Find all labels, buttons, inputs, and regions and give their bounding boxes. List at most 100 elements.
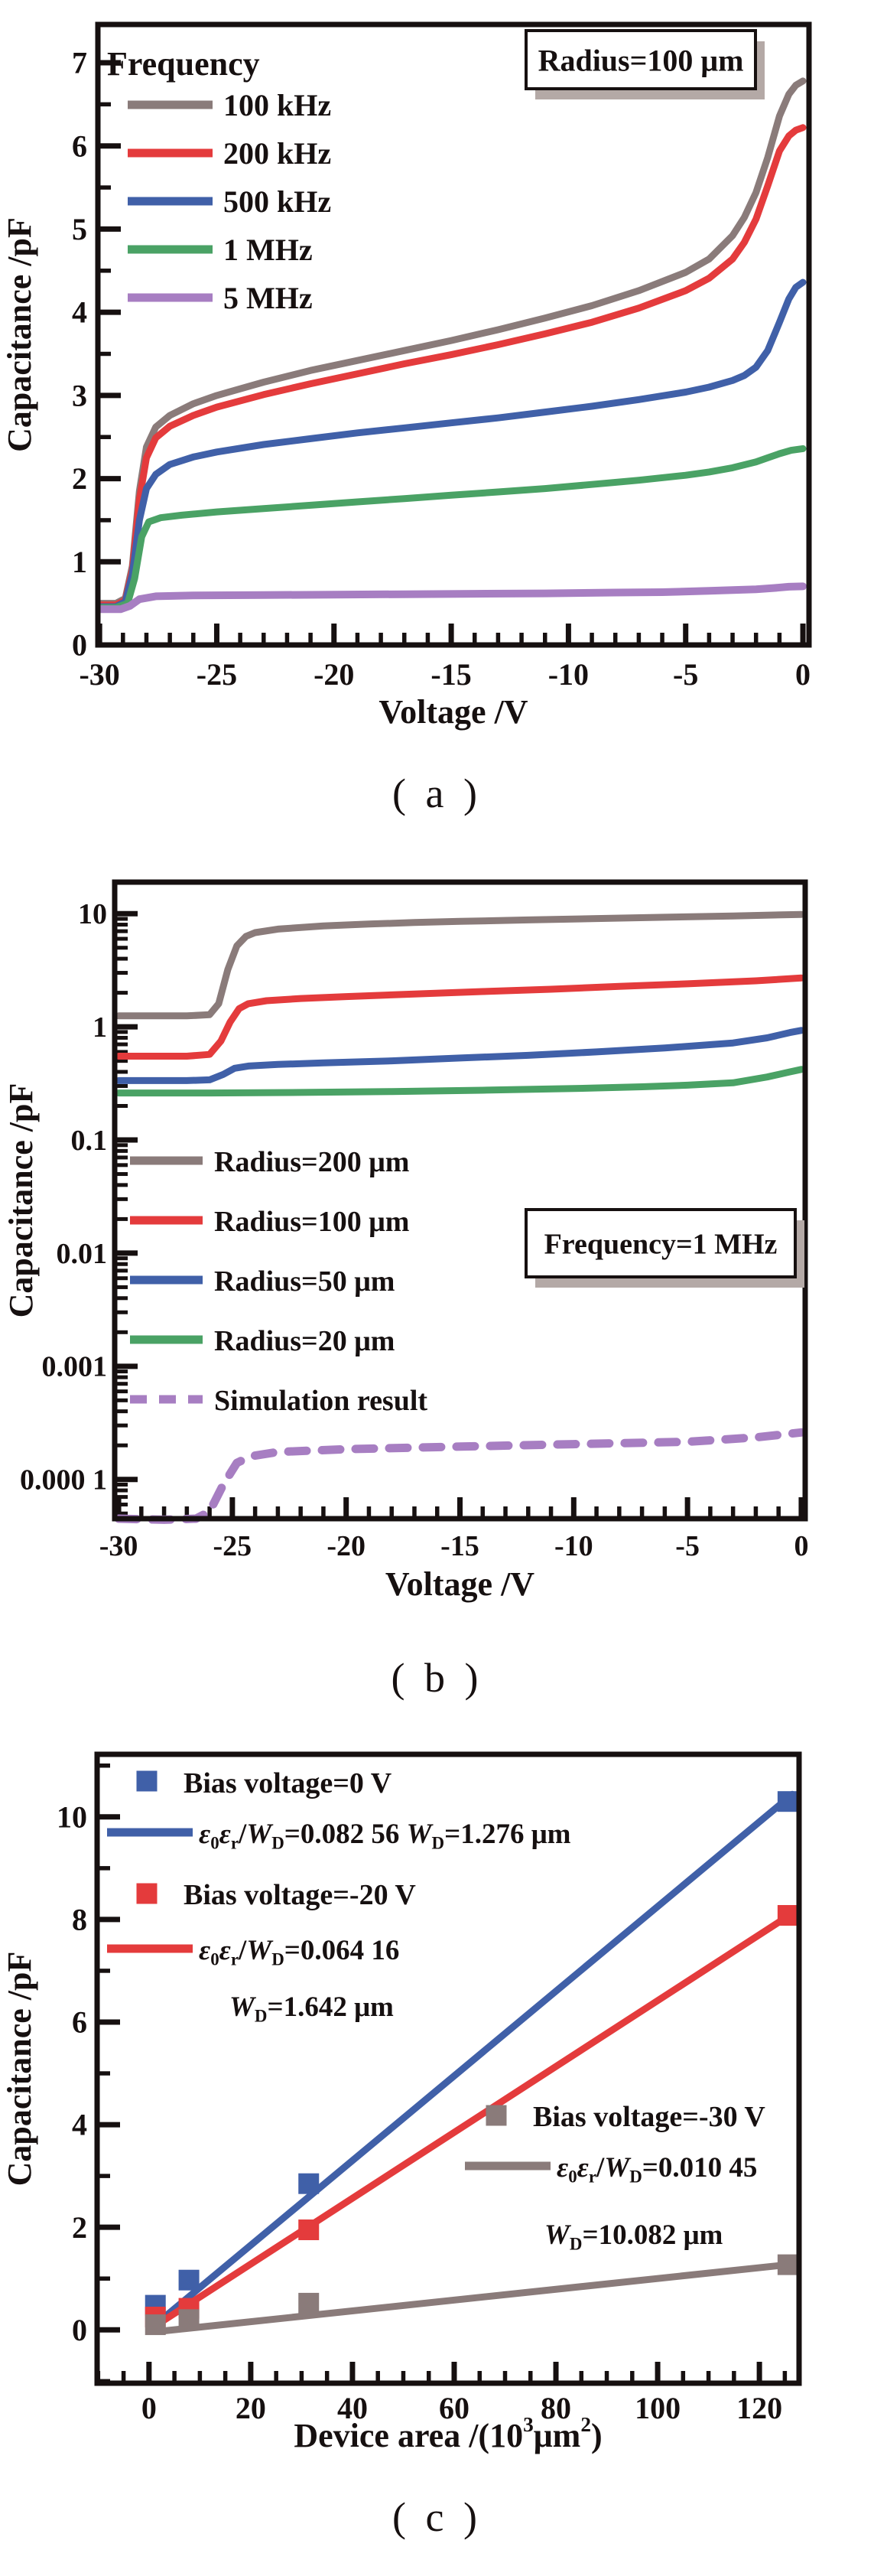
x-tick-label: -15 — [440, 1530, 479, 1562]
caption-a: ( a ) — [392, 770, 482, 816]
y-tick-label: 7 — [72, 46, 87, 80]
y-tick-label: 0.01 — [57, 1238, 108, 1270]
annotation-box: Radius=100 μm — [525, 29, 765, 99]
y-tick-label: 0 — [72, 2313, 87, 2347]
chart-c-capacitance-vs-device-area: 0 20 40 60 80 100 120 0 2 4 6 8 10 Device area /(103μ… — [1, 1751, 802, 2454]
legend-label: Bias voltage=-30 V — [533, 2101, 765, 2133]
legend-label: Radius=20 μm — [214, 1325, 395, 1357]
ticks — [96, 60, 806, 648]
y-tick-label: 10 — [57, 1799, 87, 1834]
x-tick-label: -25 — [213, 1530, 252, 1562]
series-line — [96, 445, 807, 611]
legend-label: ε0εr/WD=0.082 56 WD=1.276 μm — [199, 1819, 571, 1852]
x-tick-label: -15 — [431, 657, 471, 692]
legend-label: WD=1.642 μm — [229, 1991, 394, 2025]
fit-line — [155, 2260, 796, 2335]
legend-label: Radius=200 μm — [214, 1146, 409, 1178]
legend: Frequency 100 kHz 200 kHz 500 kHz 1 MHz 5 MHz — [107, 45, 331, 315]
y-tick-label: 4 — [72, 2108, 87, 2142]
y-axis-label: Capacitance /pF — [2, 1083, 40, 1318]
data-marker — [178, 2269, 200, 2291]
data-marker — [178, 2309, 200, 2330]
data-marker — [777, 2254, 798, 2275]
y-tick-label: 6 — [72, 2005, 87, 2040]
caption-b: ( b ) — [391, 1655, 483, 1701]
x-tick-label: -30 — [79, 657, 119, 692]
y-tick-label: 6 — [72, 129, 87, 163]
y-tick-label: 0 — [72, 628, 87, 663]
legend-label: Bias voltage=-20 V — [184, 1879, 416, 1911]
x-tick-label: -10 — [548, 657, 589, 692]
x-tick-label: 80 — [541, 2391, 571, 2425]
legend-label: ε0εr/WD=0.064 16 — [199, 1935, 399, 1969]
y-tick-label: 4 — [72, 295, 87, 330]
legend-label: 500 kHz — [223, 184, 331, 219]
y-axis-label: Capacitance /pF — [1, 1952, 38, 2187]
data-marker — [298, 2173, 320, 2194]
series-line — [96, 278, 807, 611]
series-line — [96, 582, 807, 614]
x-tick-label: 0 — [795, 657, 811, 692]
y-tick-label: 0.001 — [42, 1351, 108, 1383]
y-tick-label: 2 — [72, 461, 87, 496]
x-axis-label: Voltage /V — [385, 1565, 534, 1603]
plot-c: 0 20 40 60 80 100 120 0 2 4 6 8 10 Device area /(103μ… — [1, 1751, 802, 2454]
x-tick-label: 40 — [337, 2391, 368, 2425]
panel-b: -30 -25 -20 -15 -10 -5 0 10 1 0.1 0.01 0.001 0.000 1… — [0, 852, 874, 1747]
legend: Bias voltage=0 V ε0εr/WD=0.082 56 WD=1.27… — [107, 1767, 765, 2253]
series — [145, 1790, 798, 2336]
data-marker — [145, 2314, 166, 2336]
x-tick-label: -5 — [673, 657, 698, 692]
series-line — [115, 910, 805, 1020]
data-marker — [777, 1791, 798, 1812]
ticks — [96, 1763, 788, 2384]
y-tick-label: 5 — [72, 212, 87, 246]
series — [114, 910, 806, 1524]
x-axis-label: Voltage /V — [379, 693, 528, 731]
legend-label: 1 MHz — [223, 233, 313, 267]
data-marker — [777, 1905, 798, 1926]
annotation-box: Frequency=1 MHz — [525, 1208, 804, 1288]
y-tick-label: 0.000 1 — [20, 1464, 107, 1496]
legend-title: Frequency — [107, 45, 260, 83]
y-tick-label: 1 — [72, 545, 87, 579]
legend-marker — [136, 1883, 158, 1904]
data-marker — [298, 2292, 320, 2314]
y-tick-label: 1 — [93, 1011, 107, 1044]
series-line — [96, 77, 807, 607]
legend-label: Radius=50 μm — [214, 1265, 395, 1298]
series-line — [115, 1066, 805, 1097]
x-tick-label: 120 — [736, 2391, 782, 2425]
caption-c: ( c ) — [392, 2494, 482, 2540]
series — [96, 77, 807, 614]
x-tick-label: -20 — [327, 1530, 366, 1562]
x-tick-label: 20 — [236, 2391, 266, 2425]
x-axis-label: Device area /(103μm2) — [294, 2413, 602, 2454]
y-tick-label: 8 — [72, 1902, 87, 1936]
y-tick-label: 2 — [72, 2210, 87, 2245]
legend-label: 200 kHz — [223, 136, 331, 171]
chart-a-capacitance-vs-voltage: -30 -25 -20 -15 -10 -5 0 0 1 2 3 4 5 6 7 Voltage /V Capa… — [1, 21, 812, 731]
series-line — [96, 124, 807, 609]
series-line — [115, 974, 805, 1060]
panel-c: 0 20 40 60 80 100 120 0 2 4 6 8 10 Device area /(103μ… — [0, 1747, 874, 2576]
legend-marker — [136, 1770, 158, 1792]
axis-frame — [112, 879, 808, 1522]
annotation-text: Radius=100 μm — [538, 43, 744, 77]
y-axis-label: Capacitance /pF — [1, 217, 38, 452]
x-tick-label: -25 — [197, 657, 237, 692]
data-marker — [298, 2219, 320, 2241]
legend: Radius=200 μm Radius=100 μm Radius=50 μm Ra… — [130, 1146, 427, 1417]
x-tick-label: 0 — [141, 2391, 157, 2425]
x-tick-label: 100 — [635, 2391, 681, 2425]
legend-label: ε0εr/WD=0.010 45 — [557, 2152, 757, 2186]
plot-b: -30 -25 -20 -15 -10 -5 0 10 1 0.1 0.01 0.001 0.000 1… — [2, 879, 808, 1603]
ticks — [115, 910, 804, 1517]
y-tick-label: 10 — [78, 898, 107, 930]
axis-frame — [94, 1751, 802, 2386]
y-tick-label: 0.1 — [71, 1125, 108, 1157]
x-tick-label: -5 — [675, 1530, 700, 1562]
axis-frame — [95, 21, 812, 648]
x-tick-label: 60 — [439, 2391, 469, 2425]
